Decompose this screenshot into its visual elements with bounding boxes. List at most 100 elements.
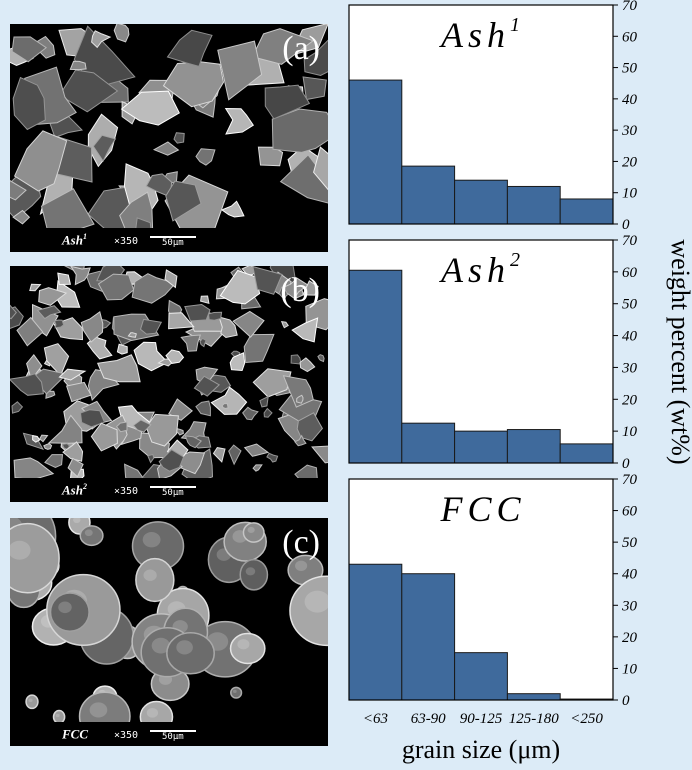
sem-particle — [47, 414, 83, 444]
sem-particle-highlight — [237, 639, 250, 650]
sem-particle-highlight — [73, 518, 81, 524]
y-tick-label: 20 — [622, 154, 638, 170]
sem-particle — [166, 632, 215, 675]
sem-particle — [252, 368, 292, 398]
sem-particle-highlight — [28, 698, 33, 703]
sem-particle — [221, 402, 229, 410]
x-tick-label: <250 — [570, 711, 603, 727]
sem-particle — [80, 310, 104, 343]
sem-magnification: ×350 — [114, 486, 139, 497]
sem-particle — [58, 368, 87, 381]
chart-title: FCC — [439, 489, 525, 529]
sem-particle-highlight — [176, 640, 193, 655]
bar-2 — [401, 165, 456, 225]
sem-sample-label: Ash1 — [62, 231, 87, 247]
bar-chart-1: 0 10 20 30 40 50 60 70 Ash1 — [348, 0, 638, 233]
sem-particle — [61, 443, 71, 450]
sem-particle — [252, 464, 263, 472]
sem-particle — [311, 445, 328, 464]
x-tick-label: 125-180 — [509, 711, 559, 727]
sem-particle — [195, 400, 211, 417]
sem-particle — [259, 395, 269, 408]
sem-particle — [69, 60, 87, 71]
sem-particle — [79, 525, 104, 547]
sem-particle — [217, 40, 263, 101]
sem-particle — [90, 422, 118, 452]
sem-particle — [79, 409, 106, 428]
sem-particle — [280, 320, 289, 329]
panel-letter-a: (a) — [282, 30, 320, 67]
bar-4 — [506, 185, 561, 225]
y-tick-label: 10 — [622, 424, 638, 440]
sem-particle — [229, 632, 266, 665]
sem-particle — [139, 318, 163, 335]
sem-particle — [168, 312, 195, 330]
chart-title: Ash2 — [439, 249, 525, 290]
sem-particle — [242, 406, 259, 421]
sem-particle — [120, 90, 180, 126]
sem-particle — [271, 108, 328, 153]
x-tick-label: 63-90 — [411, 711, 446, 727]
sem-magnification: ×350 — [114, 730, 139, 741]
sem-particle — [220, 200, 245, 218]
sem-particle — [162, 61, 225, 108]
sem-particle — [229, 352, 246, 372]
sem-particle-highlight — [232, 689, 237, 693]
sem-particle — [96, 354, 141, 383]
bar-4 — [506, 429, 561, 464]
sem-particle-highlight — [55, 713, 60, 718]
scale-bar-label: 50μm — [162, 732, 184, 742]
bar-chart-3: 0 10 20 30 40 50 60 70 FCC — [348, 472, 638, 709]
sem-particle — [92, 134, 117, 162]
sem-particle — [58, 69, 119, 113]
scale-bar-line — [150, 730, 196, 732]
sem-caption-bar: Ash1 ×350 50μm — [10, 228, 328, 252]
sem-sample-label: Ash2 — [62, 481, 87, 497]
sem-particle — [168, 398, 193, 421]
sem-particle — [164, 269, 178, 289]
sem-particle — [152, 141, 180, 156]
scale-bar-label: 50μm — [162, 238, 184, 248]
sem-particle — [173, 132, 185, 144]
sem-particle — [147, 453, 155, 464]
sem-particle — [62, 441, 84, 462]
sem-particle — [180, 334, 202, 352]
sem-particle — [219, 269, 261, 305]
sem-image-ash2: (b) Ash2 ×350 50μm — [10, 266, 328, 502]
sem-particle — [115, 421, 128, 433]
scale-bar-label: 50μm — [162, 488, 184, 498]
sem-particle — [12, 209, 31, 225]
sem-particle — [91, 30, 112, 49]
sem-particle — [228, 444, 242, 466]
bar-2 — [401, 573, 456, 701]
sem-particle-highlight — [84, 529, 93, 537]
bar-3 — [454, 652, 508, 701]
plot-frame — [348, 4, 614, 225]
bar-5 — [559, 198, 614, 225]
sem-particle — [55, 280, 81, 308]
sem-particle — [135, 557, 175, 603]
bar-chart-2: 0 10 20 30 40 50 60 70 Ash2 — [348, 233, 638, 472]
sem-particle — [70, 266, 91, 286]
y-tick-label: 70 — [622, 0, 638, 14]
sem-particle — [266, 452, 279, 463]
y-tick-label: 0 — [622, 693, 630, 709]
sem-particle-highlight — [142, 532, 161, 548]
sem-particle-highlight — [151, 637, 171, 654]
sem-particle — [291, 317, 319, 343]
y-tick-label: 70 — [622, 472, 638, 488]
sem-particle — [43, 343, 70, 377]
sem-sample-label: FCC — [62, 726, 89, 741]
sem-particle — [39, 434, 49, 443]
sem-particle — [25, 694, 39, 710]
sem-magnification: ×350 — [114, 236, 139, 247]
sem-particle — [252, 266, 283, 295]
sem-particle — [145, 413, 179, 447]
sem-particle — [243, 333, 275, 364]
sem-particle — [132, 419, 152, 433]
sem-particle — [263, 407, 273, 418]
sem-particle — [200, 295, 210, 304]
sem-particle — [44, 454, 64, 468]
sem-particle — [113, 24, 130, 43]
sem-particle — [232, 310, 265, 338]
